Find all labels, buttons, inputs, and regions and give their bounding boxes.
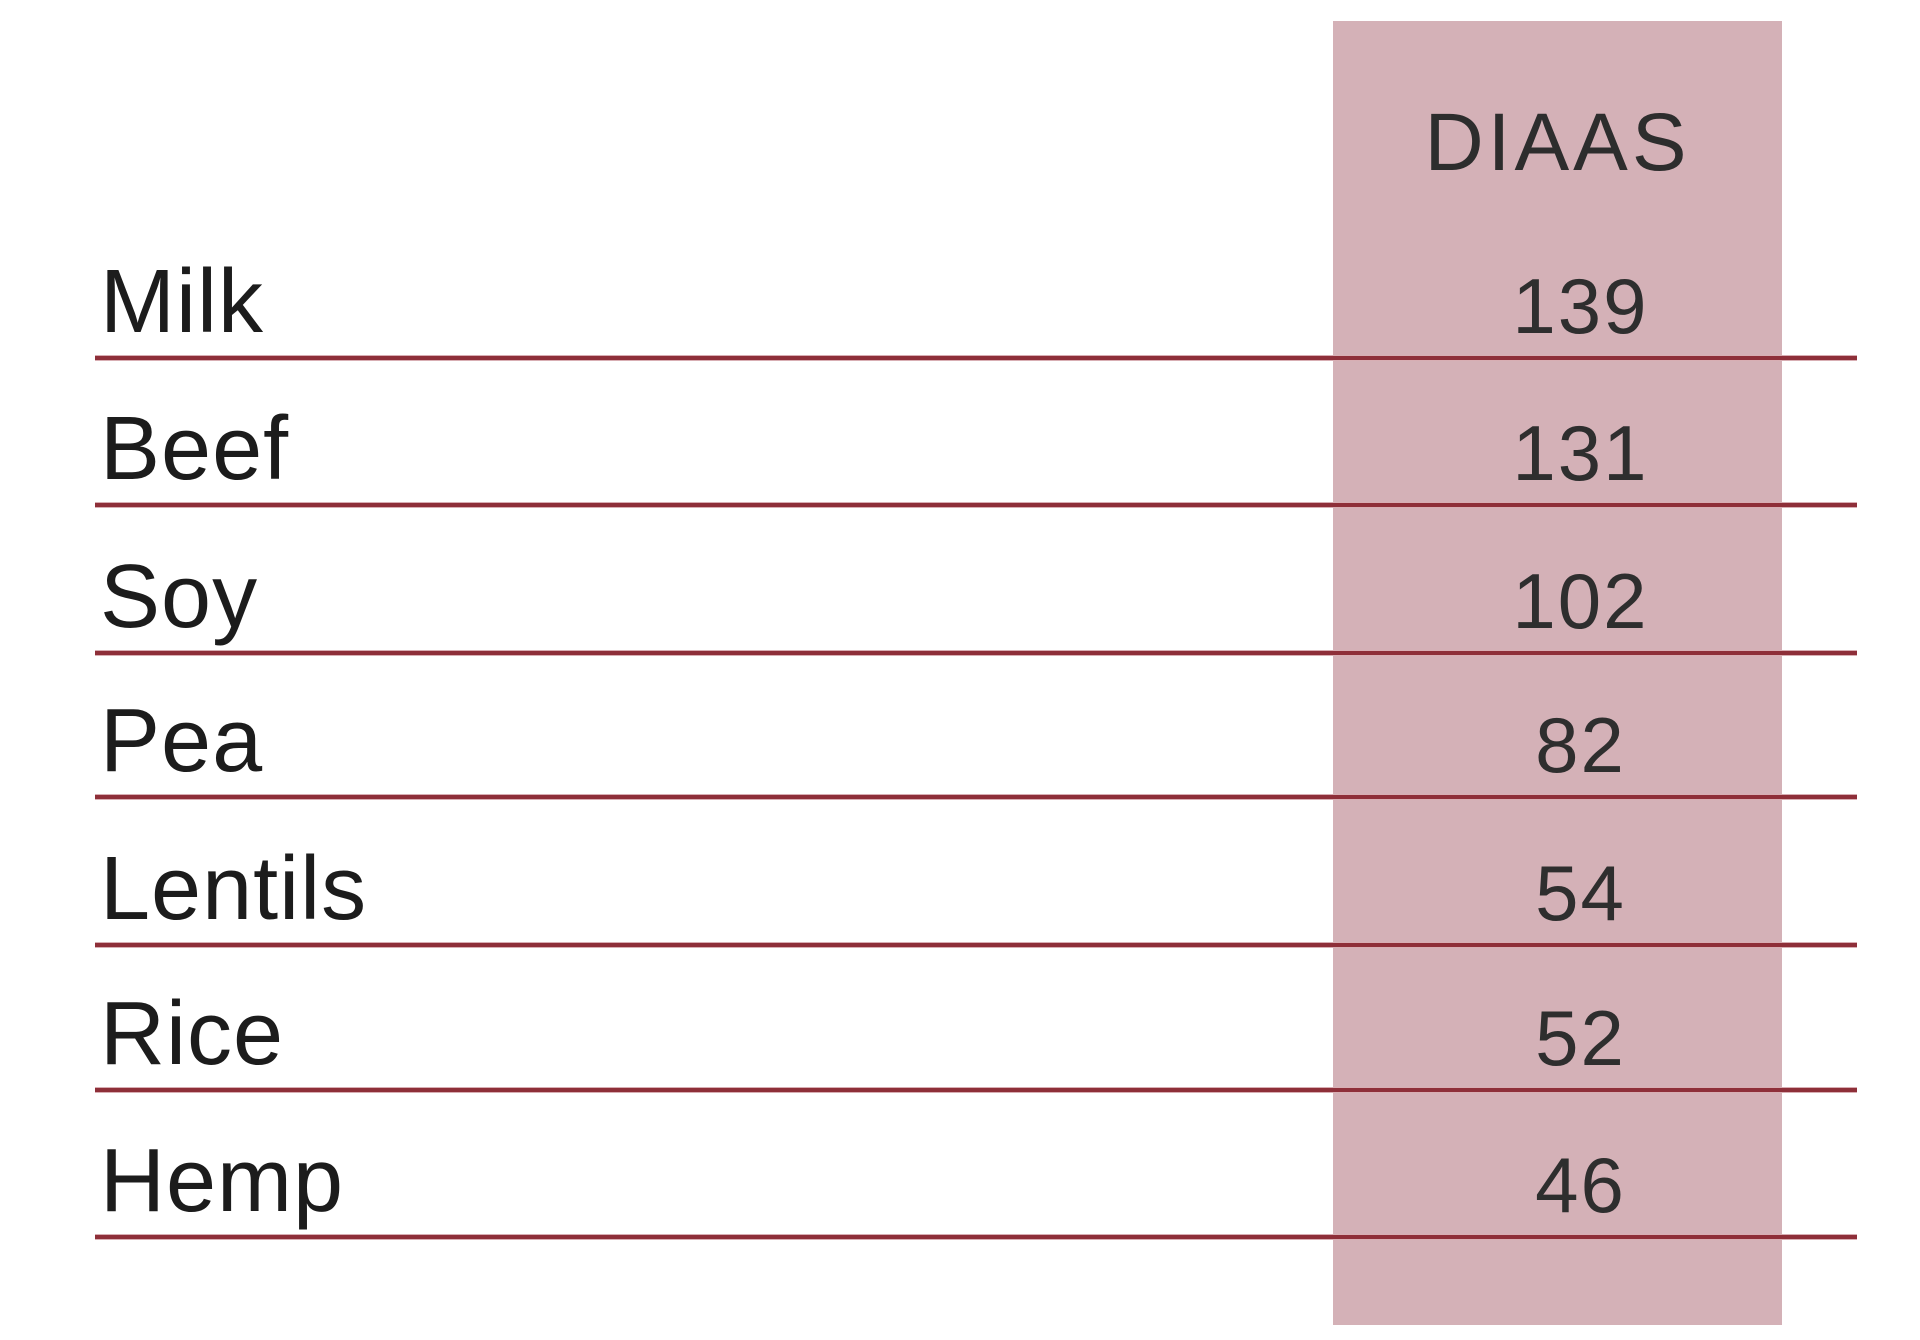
row-label: Beef bbox=[100, 399, 290, 499]
column-header-diaas: DIAAS bbox=[1424, 97, 1691, 188]
row-value: 139 bbox=[1512, 262, 1649, 350]
row-label: Pea bbox=[100, 691, 264, 791]
row-label: Lentils bbox=[100, 839, 368, 939]
row-label: Milk bbox=[100, 252, 264, 352]
table-row-milk: Milk 139 bbox=[95, 223, 1857, 361]
table-row-hemp: Hemp 46 bbox=[95, 1102, 1857, 1240]
row-value: 82 bbox=[1535, 701, 1626, 789]
diaas-column-highlight bbox=[1333, 21, 1782, 1325]
table-row-beef: Beef 131 bbox=[95, 370, 1857, 508]
table-row-soy: Soy 102 bbox=[95, 518, 1857, 656]
row-label: Soy bbox=[100, 547, 259, 647]
row-value: 52 bbox=[1535, 994, 1626, 1082]
row-label: Hemp bbox=[100, 1131, 345, 1231]
row-value: 102 bbox=[1512, 557, 1649, 645]
table-row-lentils: Lentils 54 bbox=[95, 810, 1857, 948]
row-label: Rice bbox=[100, 984, 285, 1084]
row-value: 131 bbox=[1512, 409, 1649, 497]
table-row-pea: Pea 82 bbox=[95, 662, 1857, 800]
row-value: 46 bbox=[1535, 1141, 1626, 1229]
row-value: 54 bbox=[1535, 849, 1626, 937]
table-row-rice: Rice 52 bbox=[95, 955, 1857, 1093]
